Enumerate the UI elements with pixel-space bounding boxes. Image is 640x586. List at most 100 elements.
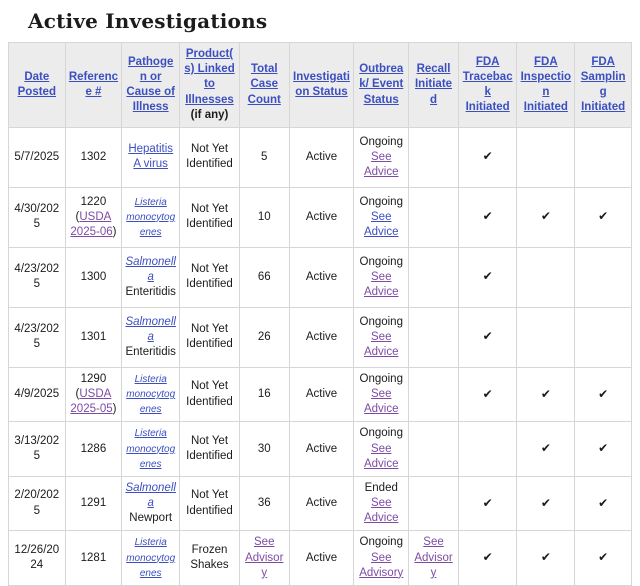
check-icon: ✔ xyxy=(540,550,551,565)
check-icon: ✔ xyxy=(540,441,551,456)
pathogen-link[interactable]: Salmonella xyxy=(125,255,176,283)
cell-pathogen: Listeria monocytogenes xyxy=(121,186,181,248)
cell-date-posted: 4/30/2025 xyxy=(8,186,66,248)
column-header-link[interactable]: FDA Traceback Initiated xyxy=(462,55,513,114)
cell-date-posted: 12/26/2024 xyxy=(8,530,66,586)
column-header: FDA Sampling Initiated xyxy=(574,42,632,128)
column-header-link[interactable]: FDA Sampling Initiated xyxy=(580,55,626,114)
cell-recall-initiated: See Advisory xyxy=(408,530,459,586)
reference-number-value: 1302 xyxy=(80,150,107,163)
check-icon: ✔ xyxy=(482,329,493,344)
cell-fda-sampling: ✔ xyxy=(574,366,632,423)
outbreak-advice-link[interactable]: See Advice xyxy=(363,497,399,525)
cell-reference-number: 1302 xyxy=(64,126,123,188)
outbreak-advice-link[interactable]: See Advice xyxy=(363,150,399,178)
column-header-link[interactable]: Investigation Status xyxy=(293,70,350,98)
cell-pathogen: Listeria monocytogenes xyxy=(121,366,181,423)
product-value: Not Yet Identified xyxy=(186,489,233,517)
column-header: Recall Initiated xyxy=(408,42,459,128)
pathogen-link[interactable]: Listeria monocytogenes xyxy=(126,428,176,470)
case-count-advisory-link[interactable]: See Advisory xyxy=(245,536,284,579)
column-header-link[interactable]: FDA Inspection Initiated xyxy=(520,55,572,114)
pathogen-subtype: Newport xyxy=(129,512,173,525)
column-header: Investigation Status xyxy=(288,42,355,128)
page: Active Investigations Date Posted Referen… xyxy=(0,9,640,586)
cell-reference-number: 1300 xyxy=(64,246,123,308)
column-header-link[interactable]: Product(s) Linked to Illnesses xyxy=(184,48,235,106)
cell-investigation-status: Active xyxy=(288,366,355,423)
outbreak-status-value: Ongoing xyxy=(359,536,403,549)
date-posted-value: 4/23/2025 xyxy=(14,323,60,351)
cell-fda-inspection xyxy=(516,246,576,308)
reference-number-value: 1286 xyxy=(80,442,107,455)
pathogen-link[interactable]: Listeria monocytogenes xyxy=(126,196,176,238)
cell-date-posted: 5/7/2025 xyxy=(8,126,66,188)
case-count-value: 26 xyxy=(257,330,271,343)
column-header: Pathogen or Cause of Illness xyxy=(121,42,181,128)
outbreak-advice-link[interactable]: See Advice xyxy=(363,330,399,358)
column-header-link[interactable]: Recall Initiated xyxy=(414,63,453,106)
recall-advisory-link[interactable]: See Advisory xyxy=(414,536,453,579)
column-header-link[interactable]: Outbreak/ Event Status xyxy=(359,63,404,106)
product-value: Not Yet Identified xyxy=(186,143,233,171)
product-value: Not Yet Identified xyxy=(186,263,233,291)
page-title: Active Investigations xyxy=(28,9,268,33)
cell-outbreak-status: Ongoing See Advice xyxy=(353,306,410,368)
reference-number-value: 1290 ( xyxy=(75,372,107,401)
cell-recall-initiated xyxy=(408,421,459,477)
cell-case-count: 5 xyxy=(238,126,290,188)
cell-investigation-status: Active xyxy=(288,126,355,188)
cell-case-count: See Advisory xyxy=(238,530,290,586)
date-posted-value: 12/26/2024 xyxy=(14,543,60,572)
cell-product: Not Yet Identified xyxy=(179,126,240,188)
column-header-link[interactable]: Pathogen or Cause of Illness xyxy=(126,55,175,114)
header-row: Date Posted Reference # Pathogen or Cause … xyxy=(8,42,632,128)
outbreak-advice-link[interactable]: See Advice xyxy=(363,442,399,470)
table-row: 5/7/2025 1302 Hepatitis A virus Not Yet Ide… xyxy=(8,126,632,188)
pathogen-link[interactable]: Listeria monocytogenes xyxy=(126,373,176,416)
outbreak-advice-link[interactable]: See Advice xyxy=(363,388,399,416)
date-posted-value: 3/13/2025 xyxy=(14,434,60,463)
usda-reference-link[interactable]: USDA 2025-06 xyxy=(70,210,113,238)
reference-number-value: 1291 xyxy=(80,497,107,510)
investigation-status-value: Active xyxy=(305,388,338,401)
cell-fda-inspection: ✔ xyxy=(516,530,576,586)
pathogen-link[interactable]: Listeria monocytogenes xyxy=(126,537,176,579)
outbreak-status-value: Ongoing xyxy=(359,427,403,440)
cell-fda-sampling xyxy=(574,126,632,188)
cell-fda-sampling: ✔ xyxy=(574,186,632,248)
cell-fda-sampling: ✔ xyxy=(574,530,632,586)
cell-product: Not Yet Identified xyxy=(179,186,240,248)
column-header-link[interactable]: Reference # xyxy=(68,70,119,98)
product-value: Not Yet Identified xyxy=(186,323,233,351)
column-header: Outbreak/ Event Status xyxy=(353,42,410,128)
check-icon: ✔ xyxy=(482,550,493,565)
table-row: 4/9/2025 1290 (USDA 2025-05) Listeria mono… xyxy=(8,366,632,423)
date-posted-value: 4/23/2025 xyxy=(14,263,60,291)
column-header-link[interactable]: Date Posted xyxy=(17,70,56,98)
product-value: Frozen Shakes xyxy=(190,543,229,572)
pathogen-link[interactable]: Hepatitis A virus xyxy=(128,143,174,171)
cell-recall-initiated xyxy=(408,126,459,188)
cell-fda-traceback xyxy=(457,421,518,477)
outbreak-advice-link[interactable]: See Advisory xyxy=(359,551,404,579)
outbreak-status-value: Ongoing xyxy=(359,372,403,385)
cell-pathogen: Listeria monocytogenes xyxy=(121,530,181,586)
date-posted-value: 5/7/2025 xyxy=(14,150,60,163)
pathogen-link[interactable]: Salmonella xyxy=(125,481,176,510)
column-header-link[interactable]: Total Case Count xyxy=(247,63,281,106)
case-count-value: 36 xyxy=(257,497,271,510)
outbreak-advice-link[interactable]: See Advice xyxy=(363,210,399,238)
cell-outbreak-status: Ended See Advice xyxy=(353,475,410,532)
check-icon: ✔ xyxy=(482,386,493,401)
cell-outbreak-status: Ongoing See Advisory xyxy=(353,530,410,586)
cell-reference-number: 1301 xyxy=(64,306,123,368)
reference-number-value: 1220 ( xyxy=(75,195,107,223)
cell-investigation-status: Active xyxy=(288,475,355,532)
check-icon: ✔ xyxy=(540,209,551,224)
cell-date-posted: 3/13/2025 xyxy=(8,421,66,477)
usda-reference-link[interactable]: USDA 2025-05 xyxy=(70,388,113,416)
pathogen-link[interactable]: Salmonella xyxy=(125,315,176,343)
outbreak-advice-link[interactable]: See Advice xyxy=(363,270,399,298)
check-icon: ✔ xyxy=(540,386,551,401)
